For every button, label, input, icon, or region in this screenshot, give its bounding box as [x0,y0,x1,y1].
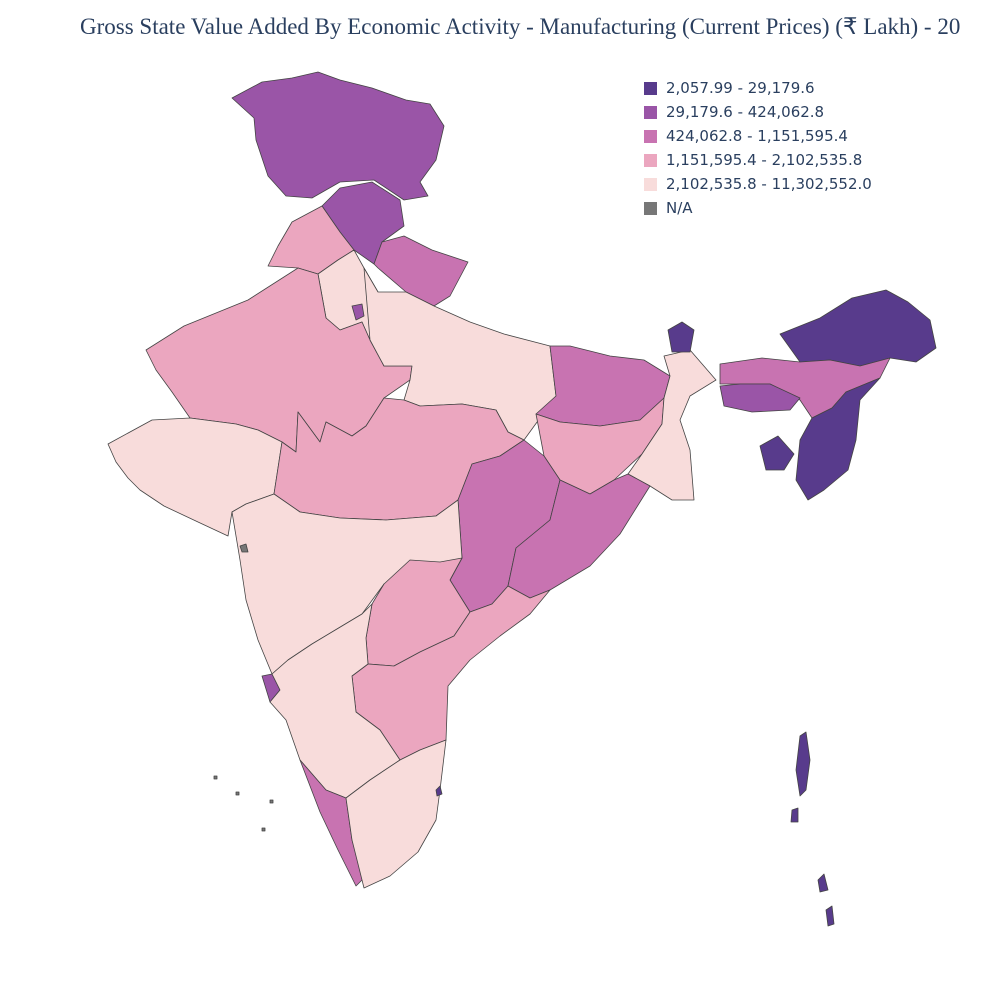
legend-label: 1,151,595.4 - 2,102,535.8 [666,151,863,169]
region-meghalaya[interactable] [719,383,801,413]
legend-item[interactable]: 29,179.6 - 424,062.8 [644,100,872,124]
legend-label: 2,057.99 - 29,179.6 [666,79,815,97]
legend: 2,057.99 - 29,179.6 29,179.6 - 424,062.8… [644,76,872,220]
legend-label: 2,102,535.8 - 11,302,552.0 [666,175,872,193]
region-nicobar-islands[interactable] [817,873,835,927]
region-west-bengal[interactable] [627,349,717,501]
legend-label: 424,062.8 - 1,151,595.4 [666,127,848,145]
region-andaman-south[interactable] [790,807,799,823]
legend-swatch [644,81,657,95]
map-title: Gross State Value Added By Economic Acti… [80,14,961,39]
legend-swatch [644,201,657,215]
legend-swatch [644,177,657,191]
legend-swatch [644,129,657,143]
region-daman-diu[interactable] [239,543,249,553]
legend-swatch [644,153,657,167]
region-karnataka[interactable] [269,603,401,799]
legend-swatch [644,105,657,119]
region-arunachal-pradesh[interactable] [779,289,937,367]
region-tripura[interactable] [759,435,795,471]
legend-item[interactable]: 2,057.99 - 29,179.6 [644,76,872,100]
region-tamil-nadu[interactable] [345,739,447,889]
region-andaman-islands[interactable] [795,731,811,797]
legend-item[interactable]: 1,151,595.4 - 2,102,535.8 [644,148,872,172]
legend-item[interactable]: 2,102,535.8 - 11,302,552.0 [644,172,872,196]
region-uttarakhand[interactable] [373,235,469,307]
region-odisha[interactable] [507,473,651,599]
region-puducherry[interactable] [435,785,443,797]
region-jammu-kashmir[interactable] [231,71,445,201]
region-nagaland-manipur-mizoram[interactable] [795,377,881,501]
region-delhi[interactable] [351,303,365,321]
legend-item[interactable]: 424,062.8 - 1,151,595.4 [644,124,872,148]
legend-label: 29,179.6 - 424,062.8 [666,103,825,121]
legend-label: N/A [666,199,693,217]
legend-item[interactable]: N/A [644,196,872,220]
region-sikkim[interactable] [667,321,695,353]
region-lakshadweep[interactable] [213,775,274,832]
